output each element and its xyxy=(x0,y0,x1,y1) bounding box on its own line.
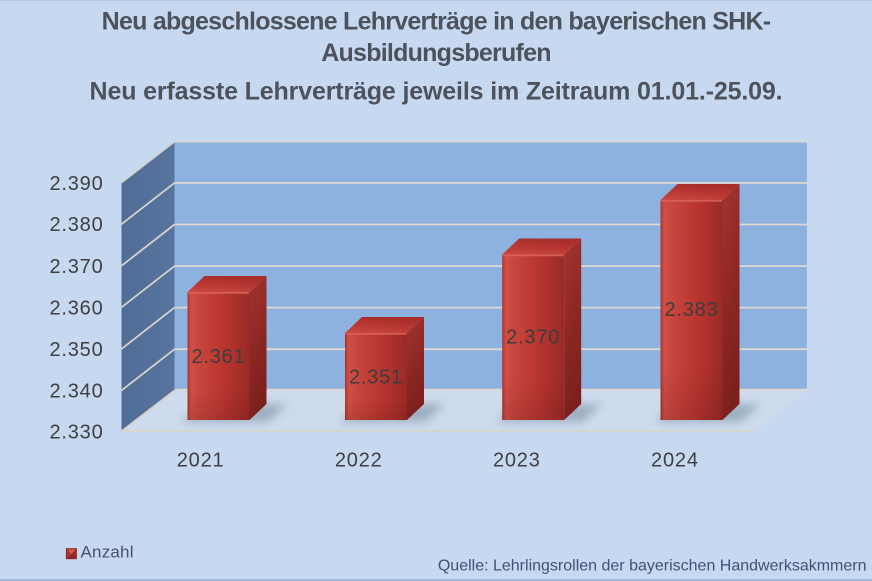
svg-text:2.340: 2.340 xyxy=(49,380,103,402)
svg-text:2024: 2024 xyxy=(651,449,699,471)
svg-text:Ausbildungsberufen: Ausbildungsberufen xyxy=(321,39,551,67)
svg-text:2.390: 2.390 xyxy=(49,173,103,195)
svg-text:2023: 2023 xyxy=(493,449,541,471)
svg-text:2.360: 2.360 xyxy=(49,297,103,319)
svg-text:2021: 2021 xyxy=(177,449,225,471)
svg-text:2022: 2022 xyxy=(335,449,383,471)
svg-text:2.361: 2.361 xyxy=(191,346,245,368)
svg-text:2.380: 2.380 xyxy=(49,214,103,236)
svg-text:2.370: 2.370 xyxy=(506,326,560,348)
svg-text:2.351: 2.351 xyxy=(349,366,403,388)
svg-text:Anzahl: Anzahl xyxy=(81,542,134,561)
svg-text:Quelle: Lehrlingsrollen der ba: Quelle: Lehrlingsrollen der bayerischen … xyxy=(438,558,867,575)
svg-text:Neu abgeschlossene Lehrverträg: Neu abgeschlossene Lehrverträge in den b… xyxy=(102,7,771,35)
svg-text:2.350: 2.350 xyxy=(49,339,103,361)
svg-text:2.383: 2.383 xyxy=(664,299,718,321)
svg-text:2.330: 2.330 xyxy=(49,422,103,444)
svg-text:Neu erfasste Lehrverträge jewe: Neu erfasste Lehrverträge jeweils im Zei… xyxy=(90,77,783,105)
svg-text:2.370: 2.370 xyxy=(49,256,103,278)
